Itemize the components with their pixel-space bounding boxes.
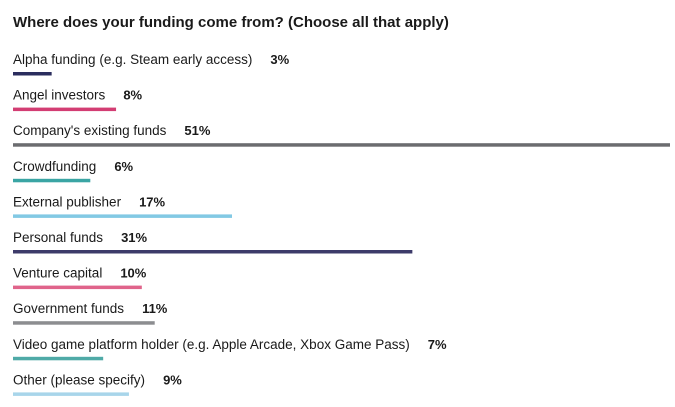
chart-title: Where does your funding come from? (Choo… — [13, 14, 449, 31]
category-label: Government funds — [13, 301, 124, 316]
category-label: Venture capital — [13, 266, 102, 281]
value-label: 3% — [270, 52, 289, 67]
bar — [13, 143, 670, 147]
category-label: Crowdfunding — [13, 159, 96, 174]
category-label: Angel investors — [13, 88, 106, 103]
category-label: Alpha funding (e.g. Steam early access) — [13, 52, 252, 67]
bar — [13, 321, 155, 325]
value-label: 11% — [142, 301, 168, 316]
bar — [13, 285, 142, 290]
value-label: 6% — [114, 159, 133, 174]
category-label: Company's existing funds — [13, 123, 167, 138]
bar — [13, 178, 91, 183]
bar — [13, 72, 52, 76]
bar — [13, 107, 117, 112]
value-label: 31% — [121, 230, 147, 245]
category-label: Other (please specify) — [13, 372, 145, 387]
bar — [13, 214, 232, 218]
bar — [13, 356, 104, 361]
category-label: Video game platform holder (e.g. Apple A… — [13, 337, 410, 352]
value-label: 7% — [428, 337, 447, 352]
bar — [13, 392, 129, 396]
bar — [13, 250, 413, 254]
value-label: 9% — [163, 372, 182, 387]
value-label: 51% — [184, 123, 210, 138]
value-label: 8% — [123, 88, 142, 103]
value-label: 17% — [139, 194, 165, 209]
category-label: External publisher — [13, 194, 122, 209]
category-label: Personal funds — [13, 230, 103, 245]
value-label: 10% — [120, 266, 146, 281]
